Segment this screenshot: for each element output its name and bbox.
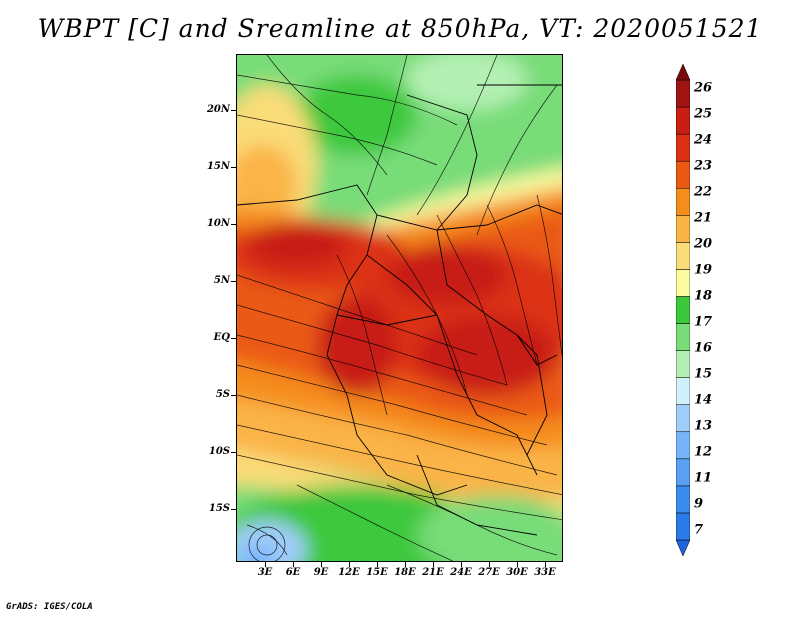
colorbar-segment bbox=[676, 377, 690, 405]
lat-label-10s: 10S bbox=[208, 446, 230, 457]
colorbar-segment bbox=[676, 64, 690, 81]
lat-label-5n: 5N bbox=[213, 275, 230, 286]
map-title: WBPT [C] and Sreamline at 850hPa, VT: 20… bbox=[37, 14, 763, 43]
lon-tick bbox=[349, 562, 350, 567]
colorbar-segment bbox=[676, 512, 690, 541]
lat-label-15s: 15S bbox=[208, 503, 230, 514]
colorbar-label: 25 bbox=[694, 106, 713, 122]
colorbar-segment bbox=[676, 323, 690, 351]
lon-label-9e: 9E bbox=[313, 567, 329, 578]
colorbar-segment bbox=[676, 160, 690, 189]
lat-tick bbox=[231, 338, 236, 339]
lon-label-21e: 21E bbox=[422, 567, 444, 578]
lat-tick bbox=[231, 452, 236, 453]
lon-tick bbox=[377, 562, 378, 567]
lon-label-12e: 12E bbox=[338, 567, 360, 578]
lon-tick bbox=[321, 562, 322, 567]
colorbar-segment bbox=[676, 431, 690, 460]
colorbar-segment bbox=[676, 133, 690, 162]
country-borders bbox=[237, 84, 562, 536]
lat-label-15n: 15N bbox=[206, 161, 230, 172]
lat-label-10n: 10N bbox=[206, 218, 230, 229]
colorbar-segment bbox=[676, 404, 690, 433]
lon-tick bbox=[433, 562, 434, 567]
colorbar-label: 17 bbox=[694, 314, 713, 330]
lat-tick bbox=[231, 224, 236, 225]
colorbar-segment bbox=[676, 269, 690, 297]
colorbar-label: 12 bbox=[694, 444, 713, 460]
colorbar-label: 18 bbox=[694, 288, 713, 304]
lat-label-5s: 5S bbox=[215, 389, 230, 400]
map-panel[interactable] bbox=[236, 54, 563, 562]
colorbar-segment bbox=[676, 296, 690, 324]
colorbar-label: 24 bbox=[694, 132, 713, 148]
colorbar-segment bbox=[676, 539, 690, 556]
colorbar-segment bbox=[676, 187, 690, 216]
lon-tick bbox=[461, 562, 462, 567]
grads-credit: GrADS: IGES/COLA bbox=[6, 602, 93, 612]
colorbar-label: 19 bbox=[694, 262, 713, 278]
lon-label-30e: 30E bbox=[506, 567, 528, 578]
lat-tick bbox=[231, 281, 236, 282]
lon-tick bbox=[489, 562, 490, 567]
lon-label-27e: 27E bbox=[478, 567, 500, 578]
colorbar-segment bbox=[676, 79, 690, 108]
lat-tick bbox=[231, 509, 236, 510]
colorbar-segment bbox=[676, 458, 690, 487]
colorbar-label: 13 bbox=[694, 418, 713, 434]
colorbar-label: 20 bbox=[694, 236, 713, 252]
lon-tick bbox=[405, 562, 406, 567]
lat-tick bbox=[231, 395, 236, 396]
lon-label-18e: 18E bbox=[394, 567, 416, 578]
lon-label-6e: 6E bbox=[285, 567, 301, 578]
lon-label-24e: 24E bbox=[450, 567, 472, 578]
colorbar-segment bbox=[676, 350, 690, 378]
colorbar-label: 9 bbox=[694, 496, 704, 512]
colorbar-label: 11 bbox=[694, 470, 713, 486]
wbpt-shading bbox=[237, 55, 562, 561]
lat-label-20n: 20N bbox=[206, 104, 230, 115]
lon-tick bbox=[517, 562, 518, 567]
colorbar-label: 7 bbox=[694, 522, 704, 538]
lat-tick bbox=[231, 167, 236, 168]
lon-tick bbox=[293, 562, 294, 567]
colorbar-segments bbox=[676, 64, 690, 556]
colorbar-segment bbox=[676, 485, 690, 514]
lat-tick bbox=[231, 110, 236, 111]
colorbar-label: 21 bbox=[694, 210, 713, 226]
wbpt-field-svg bbox=[237, 55, 562, 561]
lon-label-3e: 3E bbox=[257, 567, 273, 578]
colorbar-label: 23 bbox=[694, 158, 713, 174]
colorbar-segment bbox=[676, 106, 690, 135]
colorbar-label: 16 bbox=[694, 340, 713, 356]
lon-tick bbox=[545, 562, 546, 567]
colorbar-label: 26 bbox=[694, 80, 713, 96]
colorbar-label: 15 bbox=[694, 366, 713, 382]
colorbar-label: 14 bbox=[694, 392, 713, 408]
lat-label-eq: EQ bbox=[213, 332, 230, 343]
colorbar bbox=[676, 64, 690, 556]
colorbar-label: 22 bbox=[694, 184, 713, 200]
lon-tick bbox=[265, 562, 266, 567]
colorbar-segment bbox=[676, 242, 690, 270]
lon-label-33e: 33E bbox=[534, 567, 556, 578]
colorbar-segment bbox=[676, 215, 690, 243]
lon-label-15e: 15E bbox=[366, 567, 388, 578]
